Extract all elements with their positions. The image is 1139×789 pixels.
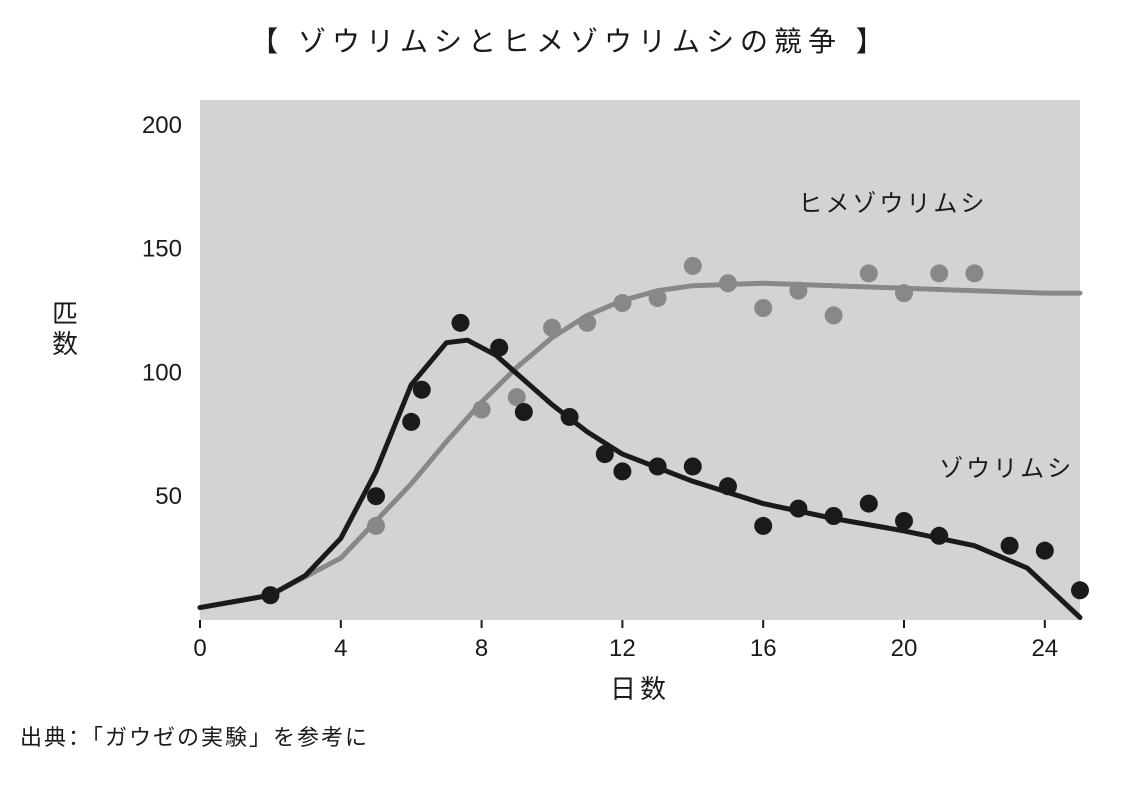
series-point-zouri (1001, 537, 1019, 555)
chart-title: 【 ゾウリムシとヒメゾウリムシの競争 】 (20, 20, 1120, 60)
series-point-zouri (596, 445, 614, 463)
series-point-zouri (860, 495, 878, 513)
series-point-zouri (261, 586, 279, 604)
series-point-zouri (789, 500, 807, 518)
series-point-hime (895, 284, 913, 302)
series-point-zouri (719, 477, 737, 495)
series-point-zouri (561, 408, 579, 426)
series-point-hime (367, 517, 385, 535)
series-point-hime (684, 257, 702, 275)
x-tick-label: 16 (750, 635, 777, 662)
series-label-hime: ヒメゾウリムシ (798, 190, 987, 217)
x-tick-label: 24 (1031, 635, 1058, 662)
series-point-zouri (367, 487, 385, 505)
chart-area: 匹 数 5010015020004812162024日数ヒメゾウリムシゾウリムシ (140, 90, 1120, 710)
series-point-hime (578, 314, 596, 332)
x-tick-label: 8 (475, 635, 488, 662)
series-point-zouri (1036, 542, 1054, 560)
series-point-hime (473, 401, 491, 419)
chart-caption: 出典：「ガウゼの実験」を参考に (20, 720, 1120, 752)
series-point-zouri (490, 339, 508, 357)
y-tick-label: 200 (142, 112, 182, 139)
series-point-zouri (1071, 581, 1089, 599)
series-point-zouri (451, 314, 469, 332)
series-point-hime (965, 264, 983, 282)
series-point-zouri (613, 462, 631, 480)
x-tick-label: 4 (334, 635, 347, 662)
y-tick-label: 50 (155, 483, 182, 510)
series-point-hime (825, 306, 843, 324)
series-label-zouri: ゾウリムシ (939, 455, 1074, 482)
y-tick-label: 100 (142, 359, 182, 386)
chart-svg: 50 100 150 200 0 4 8 12 16 20 24 日数 ヒメゾウリムシゾウリムシ (140, 90, 1120, 710)
x-axis-label: 日数 (610, 674, 670, 704)
x-tick-label: 0 (193, 635, 206, 662)
series-point-zouri (895, 512, 913, 530)
series-point-hime (860, 264, 878, 282)
series-point-zouri (649, 457, 667, 475)
series-point-zouri (684, 457, 702, 475)
series-point-zouri (402, 413, 420, 431)
series-point-hime (649, 289, 667, 307)
series-point-zouri (413, 381, 431, 399)
series-point-hime (930, 264, 948, 282)
series-point-zouri (930, 527, 948, 545)
y-axis-label-line2: 数 (52, 329, 78, 359)
series-point-hime (543, 319, 561, 337)
y-tick-label: 150 (142, 236, 182, 263)
series-point-hime (754, 299, 772, 317)
series-point-hime (719, 274, 737, 292)
series-point-zouri (515, 403, 533, 421)
x-tick-label: 12 (609, 635, 636, 662)
y-axis-label-line1: 匹 (52, 299, 78, 329)
y-axis-label: 匹 数 (50, 300, 80, 360)
x-tick-label: 20 (891, 635, 918, 662)
series-point-hime (789, 282, 807, 300)
series-point-zouri (825, 507, 843, 525)
series-point-zouri (754, 517, 772, 535)
series-point-hime (613, 294, 631, 312)
